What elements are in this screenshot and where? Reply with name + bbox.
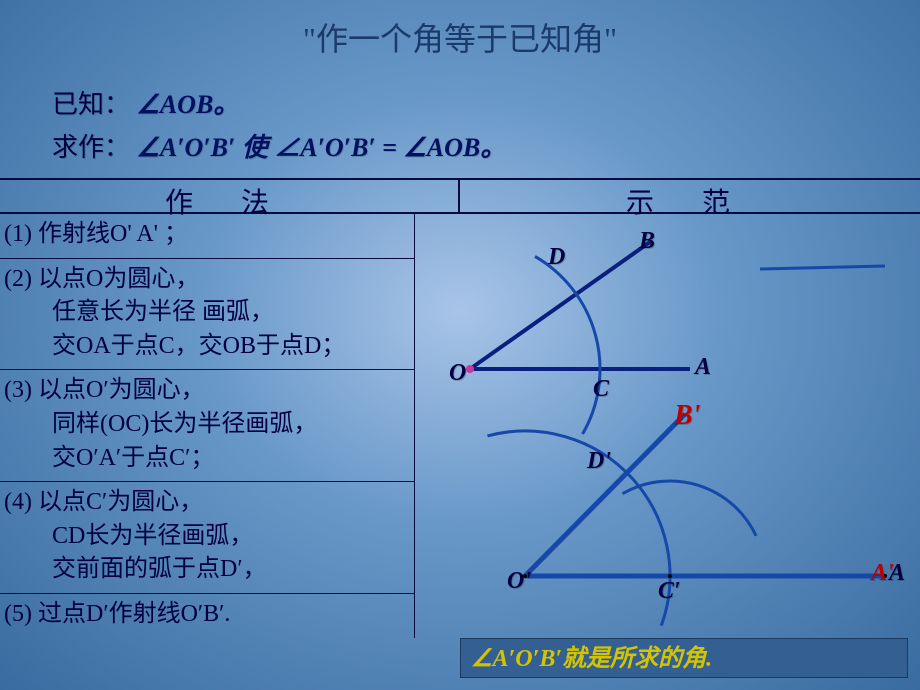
label-Dprime: D' xyxy=(587,448,611,475)
given-line: 已知： ∠AOB。 xyxy=(52,84,920,121)
given-math: ∠AOB。 xyxy=(137,90,240,119)
label-Oprime: O' xyxy=(507,568,531,595)
construct-label: 求作： xyxy=(52,133,130,162)
step-3: (3) 以点O′为圆心， 同样(OC)长为半径画弧， 交O′A′于点C′； xyxy=(0,370,415,482)
label-C: C xyxy=(593,376,609,403)
construct-math: ∠A′O′B′ 使 ∠A′O′B′ = ∠AOB。 xyxy=(137,133,507,162)
given-label: 已知： xyxy=(52,90,130,119)
step-5: (5) 过点D′作射线O′B′. xyxy=(0,594,415,638)
table-head: 作法 示范 xyxy=(0,178,920,214)
answer-math: ∠A′O′B′ xyxy=(471,646,562,672)
demo-column: O A B C D O' A' A C′ D' B' xyxy=(415,214,920,690)
label-A2: A xyxy=(889,560,905,587)
label-Bprime: B' xyxy=(674,400,700,432)
step-1: (1) 作射线O' A' ； xyxy=(0,214,415,259)
answer-text: 就是所求的角. xyxy=(562,646,712,672)
answer-box: ∠A′O′B′就是所求的角. xyxy=(460,638,908,678)
label-O: O xyxy=(449,360,466,387)
label-B: B xyxy=(639,228,655,255)
col-method-header: 作法 xyxy=(0,180,460,212)
label-D: D xyxy=(548,244,565,271)
step-2: (2) 以点O为圆心， 任意长为半径 画弧， 交OA于点C，交OB于点D； xyxy=(0,259,415,371)
steps-column: (1) 作射线O' A' ； (2) 以点O为圆心， 任意长为半径 画弧， 交O… xyxy=(0,214,415,638)
geometry-svg xyxy=(415,214,920,690)
label-Cprime: C′ xyxy=(658,578,681,605)
step-4: (4) 以点C′为圆心， CD长为半径画弧， 交前面的弧于点D′， xyxy=(0,482,415,594)
col-demo-header: 示范 xyxy=(460,180,920,212)
construct-line: 求作： ∠A′O′B′ 使 ∠A′O′B′ = ∠AOB。 xyxy=(52,127,920,164)
label-A: A xyxy=(695,354,711,381)
slide-title: "作一个角等于已知角" xyxy=(0,0,920,60)
